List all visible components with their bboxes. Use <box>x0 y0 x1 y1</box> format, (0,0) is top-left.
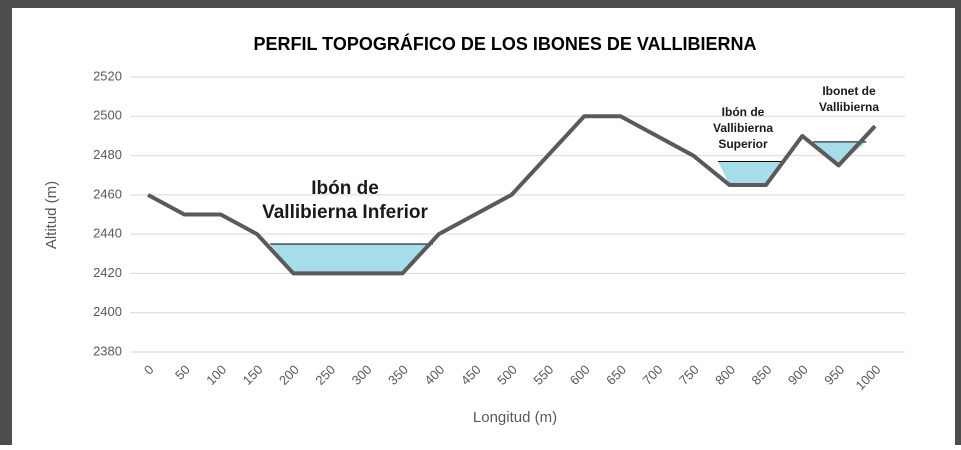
chart-title: PERFIL TOPOGRÁFICO DE LOS IBONES DE VALL… <box>253 33 756 54</box>
y-tick-label: 2380 <box>93 343 122 358</box>
y-tick-label: 2460 <box>93 186 122 201</box>
lake-label: Superior <box>718 137 768 151</box>
y-axis-title: Altitud (m) <box>43 181 60 249</box>
frame-right <box>955 0 961 445</box>
profile-line <box>147 114 877 276</box>
lake-label: Ibón de <box>722 105 765 119</box>
y-tick-label: 2520 <box>93 68 122 83</box>
frame-top <box>0 0 961 8</box>
frame-left <box>0 0 12 445</box>
lake-label: Ibonet de <box>822 84 876 98</box>
y-tick-label: 2500 <box>93 108 122 123</box>
y-tick-label: 2440 <box>93 226 122 241</box>
lake-label: Vallibierna Inferior <box>262 202 428 223</box>
y-tick-label: 2400 <box>93 304 122 319</box>
lake-water <box>270 243 433 274</box>
lake-label: Vallibierna <box>713 121 773 135</box>
y-tick-label: 2480 <box>93 147 122 162</box>
y-tick-label: 2420 <box>93 265 122 280</box>
lake-label: Ibón de <box>311 178 379 199</box>
x-axis-title: Longitud (m) <box>473 409 557 426</box>
lake-label: Vallibierna <box>819 100 879 114</box>
